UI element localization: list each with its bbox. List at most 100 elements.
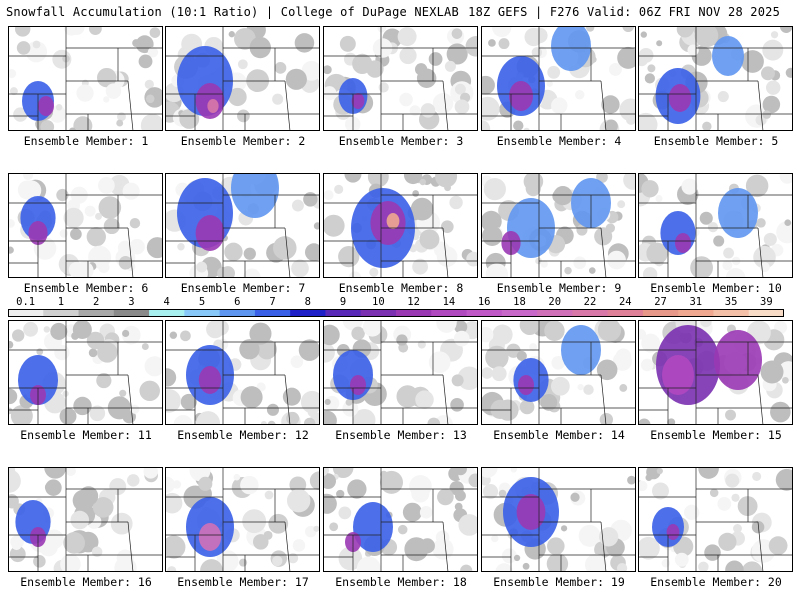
colorbar-swatch [219, 309, 256, 317]
ensemble-panel [638, 173, 793, 278]
colorbar-swatch [501, 309, 538, 317]
ensemble-member-label: Ensemble Member: 11 [20, 428, 152, 442]
snowfall-map [165, 26, 320, 131]
colorbar-tick-label: 20 [548, 296, 562, 308]
ensemble-panel [165, 467, 320, 572]
snowfall-map [165, 320, 320, 425]
ensemble-panel [8, 320, 163, 425]
ensemble-member-label: Ensemble Member: 6 [23, 281, 149, 295]
colorbar-swatch [290, 309, 326, 317]
colorbar-tick-label: 18 [513, 296, 526, 308]
colorbar-tick-label: 35 [724, 296, 738, 308]
colorbar-swatch [149, 309, 185, 317]
colorbar-tick-label: 9 [339, 296, 347, 308]
colorbar-tick-label: 4 [163, 296, 170, 308]
ensemble-member-label: Ensemble Member: 5 [653, 134, 779, 148]
snowfall-map [323, 26, 478, 131]
map-title: Snowfall Accumulation (10:1 Ratio) | Col… [6, 5, 459, 19]
ensemble-member-label: Ensemble Member: 12 [177, 428, 309, 442]
colorbar-tick-label: 24 [618, 296, 632, 308]
ensemble-member-label: Ensemble Member: 17 [177, 575, 309, 589]
ensemble-panel [481, 467, 636, 572]
ensemble-panel [323, 467, 478, 572]
colorbar-swatch [537, 309, 573, 317]
colorbar-swatch [113, 309, 150, 317]
colorbar-tick-label: 27 [654, 296, 667, 308]
ensemble-member-label: Ensemble Member: 2 [180, 134, 306, 148]
snowfall-map [165, 173, 320, 278]
colorbar-tick-label: 14 [442, 296, 456, 308]
ensemble-member-label: Ensemble Member: 18 [335, 575, 467, 589]
colorbar-tick-label: 22 [583, 296, 597, 308]
colorbar-tick-label: 5 [198, 296, 206, 308]
colorbar-swatch [8, 309, 44, 317]
snowfall-map [8, 26, 163, 131]
ensemble-panel [8, 26, 163, 131]
snowfall-map [8, 173, 163, 278]
snowfall-map [638, 320, 793, 425]
snowfall-colorbar [8, 309, 784, 317]
snowfall-map [638, 173, 793, 278]
colorbar-tick-label: 39 [760, 296, 773, 308]
colorbar-swatch [713, 309, 750, 317]
colorbar-swatch [572, 309, 609, 317]
ensemble-panel [481, 320, 636, 425]
ensemble-member-label: Ensemble Member: 20 [650, 575, 782, 589]
ensemble-member-label: Ensemble Member: 7 [180, 281, 306, 295]
colorbar-tick-label: 3 [128, 296, 135, 308]
snowfall-map [481, 320, 636, 425]
colorbar-swatch [678, 309, 714, 317]
colorbar-swatch [748, 309, 784, 317]
colorbar-swatch [254, 309, 291, 317]
ensemble-member-label: Ensemble Member: 1 [23, 134, 149, 148]
snowfall-map [165, 467, 320, 572]
colorbar-swatch [431, 309, 468, 317]
colorbar-tick-label: 2 [93, 296, 100, 308]
colorbar-tick-label: 7 [269, 296, 276, 308]
ensemble-panel [323, 26, 478, 131]
ensemble-member-label: Ensemble Member: 10 [650, 281, 782, 295]
colorbar-tick-label: 10 [372, 296, 385, 308]
ensemble-member-label: Ensemble Member: 13 [335, 428, 467, 442]
ensemble-panel [165, 26, 320, 131]
ensemble-panel [481, 173, 636, 278]
colorbar-swatch [43, 309, 80, 317]
snowfall-map [323, 173, 478, 278]
ensemble-member-label: Ensemble Member: 16 [20, 575, 152, 589]
model-run-info: 18Z GEFS | F276 Valid: 06Z FRI NOV 28 20… [468, 5, 780, 19]
colorbar-swatch [642, 309, 679, 317]
ensemble-member-label: Ensemble Member: 14 [493, 428, 625, 442]
snowfall-map [323, 320, 478, 425]
colorbar-tick-label: 16 [477, 296, 491, 308]
colorbar-tick-label: 0.1 [16, 296, 36, 308]
ensemble-member-label: Ensemble Member: 15 [650, 428, 782, 442]
ensemble-panel [165, 173, 320, 278]
ensemble-panel [638, 320, 793, 425]
colorbar-tick-label: 6 [234, 296, 241, 308]
colorbar-tick-label: 31 [689, 296, 703, 308]
ensemble-panel [638, 467, 793, 572]
ensemble-panel [165, 320, 320, 425]
snowfall-map [8, 467, 163, 572]
colorbar-swatch [184, 309, 221, 317]
colorbar-swatch [325, 309, 362, 317]
colorbar-swatch [78, 309, 115, 317]
snowfall-map [638, 467, 793, 572]
ensemble-member-label: Ensemble Member: 3 [338, 134, 464, 148]
snowfall-map [481, 26, 636, 131]
colorbar-tick-label: 12 [407, 296, 420, 308]
ensemble-member-label: Ensemble Member: 19 [493, 575, 625, 589]
colorbar-swatch [466, 309, 503, 317]
ensemble-member-label: Ensemble Member: 9 [496, 281, 622, 295]
ensemble-panel [323, 173, 478, 278]
snowfall-map [481, 467, 636, 572]
colorbar-tick-label: 8 [304, 296, 311, 308]
ensemble-panel [638, 26, 793, 131]
ensemble-panel [481, 26, 636, 131]
snowfall-map [638, 26, 793, 131]
colorbar-tick-label: 1 [57, 296, 65, 308]
ensemble-member-label: Ensemble Member: 4 [496, 134, 622, 148]
colorbar-swatch [360, 309, 397, 317]
colorbar-swatch [396, 309, 432, 317]
colorbar-labels: 0.1 1 2 3 4 5 6 7 8 9 10 12 14 16 18 20 22 24 27 31 35 39 [8, 296, 784, 309]
